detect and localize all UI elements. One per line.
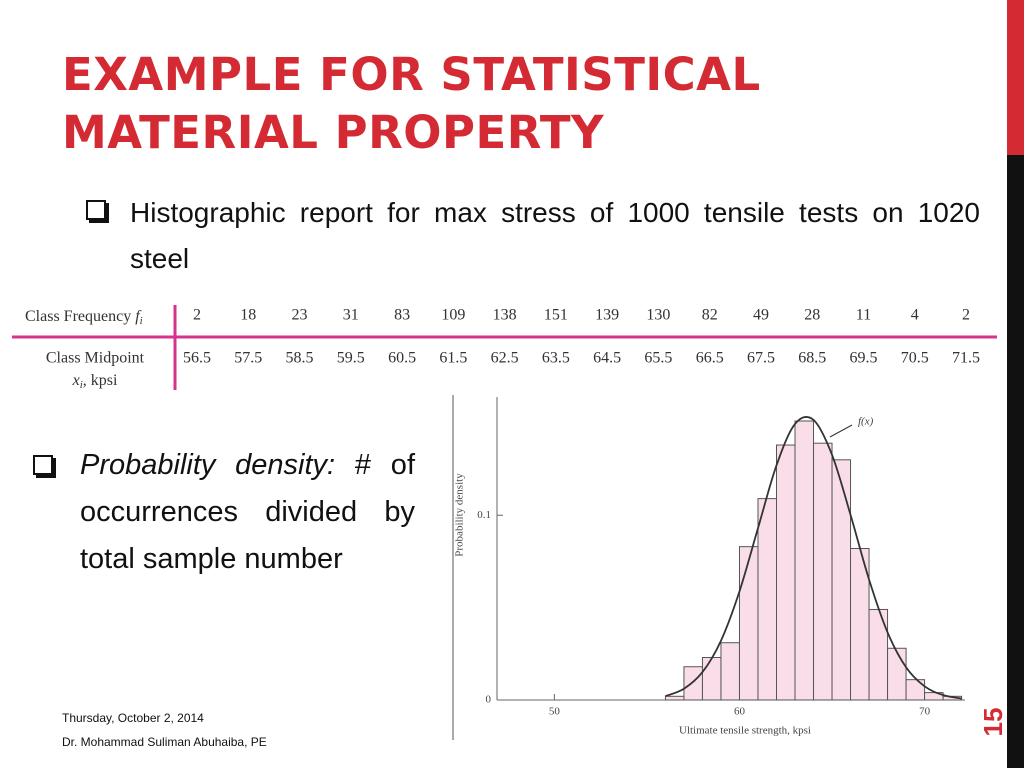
table-cell: 67.5 (747, 350, 775, 367)
table-cell: 83 (394, 307, 410, 324)
table-cell: 109 (441, 307, 465, 324)
bullet-icon (33, 455, 53, 475)
table-cell: 64.5 (593, 350, 621, 367)
table-cell: 58.5 (286, 350, 314, 367)
table-cell: 4 (911, 307, 919, 324)
table-cell: 28 (804, 307, 820, 324)
table-cell: 71.5 (952, 350, 980, 367)
table-cell: 65.5 (644, 350, 672, 367)
table-cell: 70.5 (901, 350, 929, 367)
y-tick-label: 0 (486, 694, 492, 706)
bar (775, 444, 796, 701)
footer-author: Dr. Mohammad Suliman Abuhaiba, PE (62, 735, 267, 749)
table-cell: 61.5 (439, 350, 467, 367)
table-cell: 57.5 (234, 350, 262, 367)
footer-date: Thursday, October 2, 2014 (62, 711, 204, 725)
curve-label: f(x) (858, 416, 874, 428)
bullet-icon (86, 200, 106, 220)
table-cell: 82 (702, 307, 718, 324)
bar (813, 442, 833, 701)
table-cell: 2 (962, 307, 970, 324)
emphasis: Probability density: (80, 449, 336, 481)
bar (794, 420, 815, 701)
table-cell: 62.5 (491, 350, 519, 367)
row-label: xi, kpsi (72, 372, 118, 391)
bar (757, 498, 777, 701)
table-cell: 151 (544, 307, 568, 324)
title-line: MATERIAL PROPERTY (62, 106, 605, 159)
x-tick-label: 50 (549, 706, 561, 718)
title-line: EXAMPLE FOR STATISTICAL (62, 48, 761, 101)
annotation-arrow (829, 424, 853, 438)
label: Class Frequency (25, 308, 131, 325)
var: f (135, 308, 142, 325)
table-cell: 23 (292, 307, 308, 324)
sub: i (140, 315, 143, 327)
table-cell: 11 (856, 307, 871, 324)
bar (738, 546, 759, 701)
bar (887, 647, 907, 701)
x-tick-label: 70 (919, 706, 931, 718)
bullet: Histographic report for max stress of 10… (130, 197, 980, 274)
bar (831, 459, 852, 701)
slide-number: 15 (978, 708, 1008, 737)
accent-bar (1007, 0, 1024, 155)
table-cell: 138 (493, 307, 517, 324)
bar (905, 679, 926, 701)
x-axis-label: Ultimate tensile strength, kpsi (679, 725, 811, 737)
row-label: Class Frequency fi (25, 308, 143, 327)
row-label: Class Midpoint (46, 350, 145, 367)
accent-bar-dark (1007, 155, 1024, 768)
y-axis-label: Probability density (454, 473, 466, 557)
bullet-text: # of occurrences divided by total sample… (80, 449, 415, 575)
table-cell: 66.5 (696, 350, 724, 367)
table-cell: 63.5 (542, 350, 570, 367)
table-cell: 130 (646, 307, 670, 324)
bar (701, 657, 722, 701)
y-tick-label: 0.1 (477, 509, 491, 521)
table-cell: 69.5 (850, 350, 878, 367)
table-cell: 139 (595, 307, 619, 324)
sub: i (80, 379, 83, 391)
density-curve (665, 416, 962, 700)
table-cell: 2 (193, 307, 201, 324)
table-cell: 31 (343, 307, 359, 324)
var: x (72, 372, 80, 389)
unit: , kpsi (83, 372, 118, 389)
table-cell: 59.5 (337, 350, 365, 367)
table-cell: 49 (753, 307, 769, 324)
x-tick-label: 60 (734, 706, 746, 718)
table-cell: 18 (240, 307, 256, 324)
table-cell: 60.5 (388, 350, 416, 367)
bar (683, 666, 703, 701)
bar (720, 642, 740, 701)
table-cell: 56.5 (183, 350, 211, 367)
table-cell: 68.5 (798, 350, 826, 367)
bar (664, 695, 685, 701)
bullet: Probability density: # of occurrences di… (80, 442, 415, 583)
